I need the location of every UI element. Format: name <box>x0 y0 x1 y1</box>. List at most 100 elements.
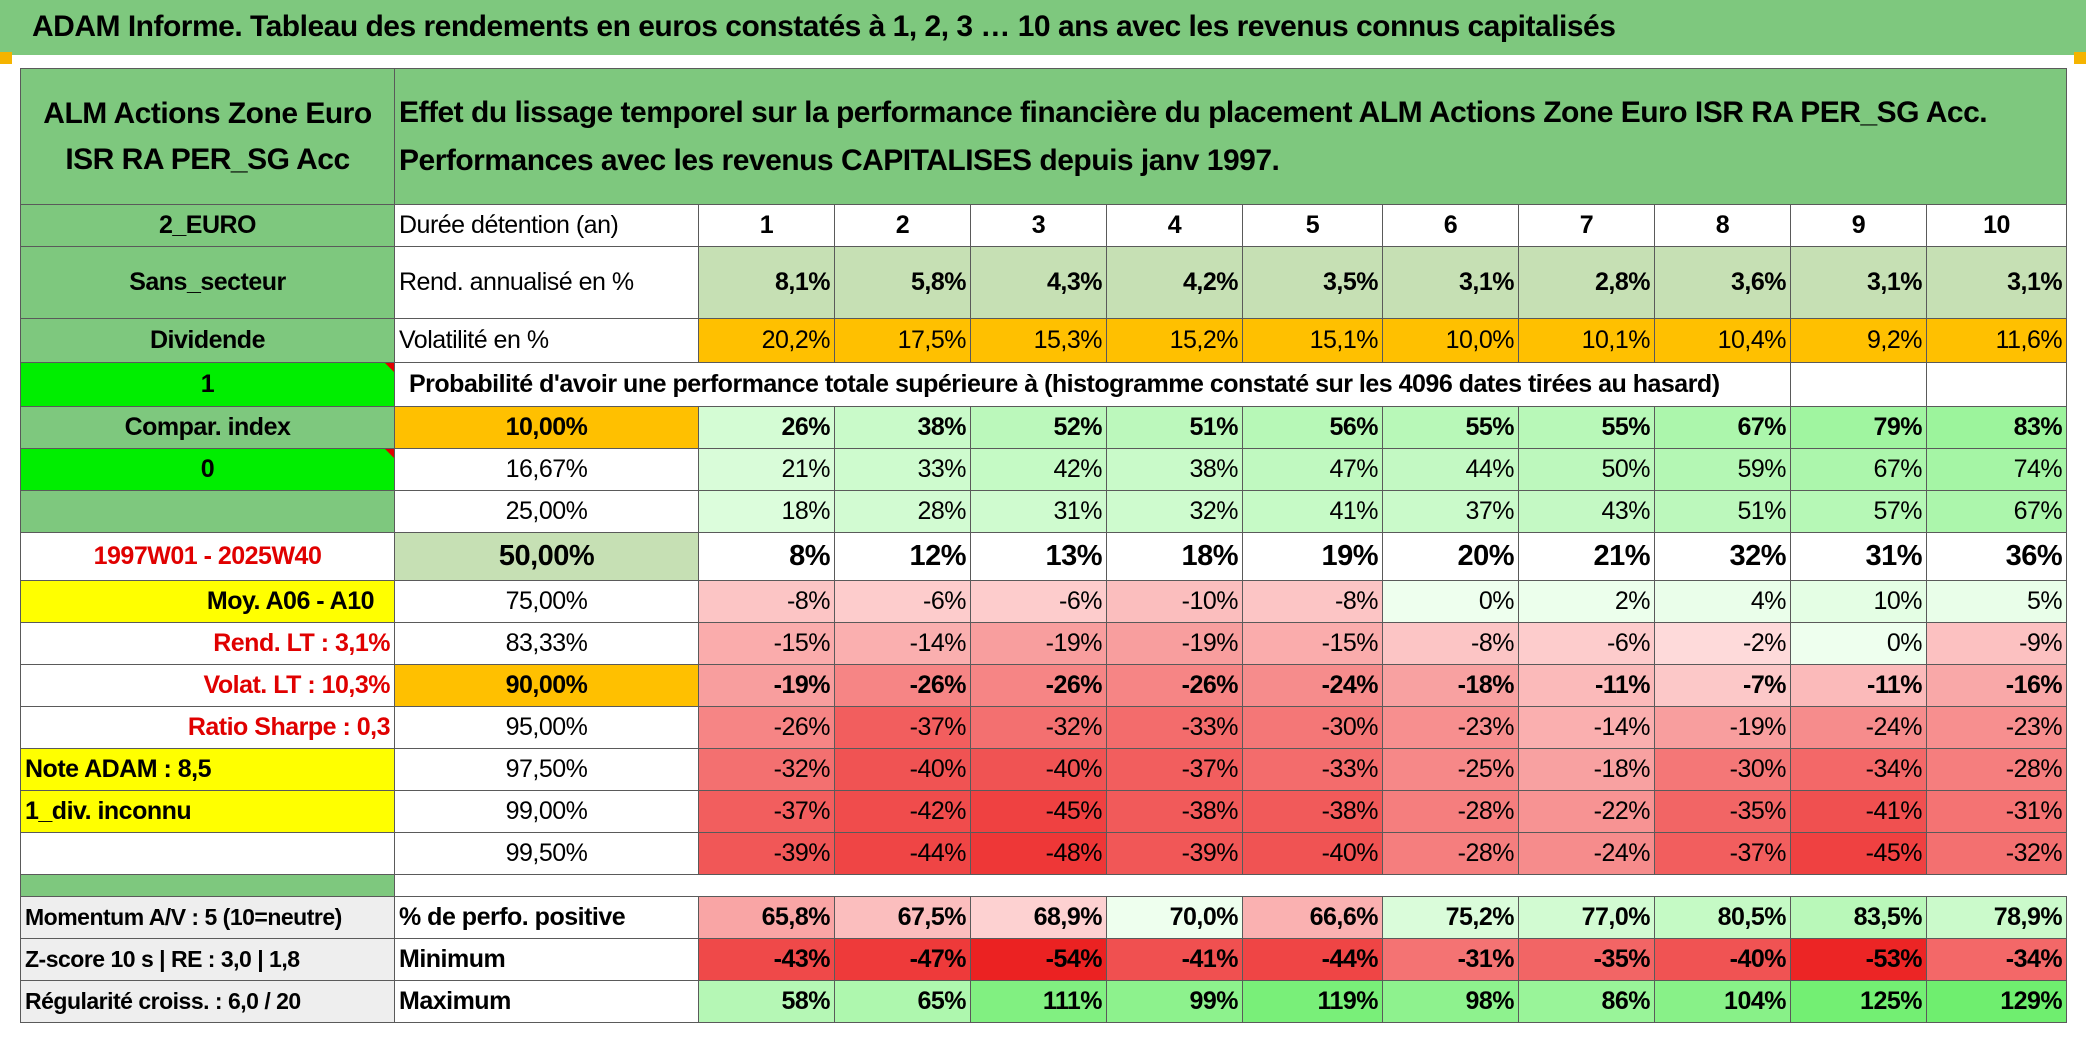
rend-cell: 4,2% <box>1106 246 1243 319</box>
prob-cell: -19% <box>1654 706 1791 749</box>
prob-cell: -35% <box>1654 790 1791 833</box>
prob-row: Volat. LT : 10,3% 90,00% -19% -26% -26% -26% -… <box>20 664 2068 707</box>
prob-cell: 55% <box>1382 406 1519 449</box>
momentum-label: Momentum A/V : 5 (10=neutre) <box>20 896 395 939</box>
pos-cell: 65,8% <box>698 896 835 939</box>
prob-cell: -26% <box>834 664 971 707</box>
threshold-label: 83,33% <box>394 622 699 665</box>
min-cell: -34% <box>1925 938 2068 981</box>
prob-cell: 50% <box>1518 448 1655 491</box>
threshold-label: 16,67% <box>394 448 699 491</box>
rend-lt-label: Rend. LT : 3,1% <box>20 622 395 665</box>
prob-cell: 43% <box>1518 490 1655 533</box>
max-cell: 99% <box>1106 980 1243 1023</box>
pos-label: % de perfo. positive <box>394 896 699 939</box>
max-cell: 98% <box>1382 980 1519 1023</box>
rend-cell: 3,6% <box>1654 246 1791 319</box>
prob-cell: 31% <box>970 490 1107 533</box>
threshold-label: 50,00% <box>394 532 699 581</box>
prob-cell: 79% <box>1790 406 1927 449</box>
prob-cell: -6% <box>834 580 971 623</box>
pos-cell: 75,2% <box>1382 896 1519 939</box>
prob-cell: 51% <box>1106 406 1243 449</box>
prob-cell: -22% <box>1518 790 1655 833</box>
prob-cell: 32% <box>1106 490 1243 533</box>
header-description: Effet du lissage temporel sur la perform… <box>393 68 2068 205</box>
prob-cell: -23% <box>1382 706 1519 749</box>
rend-cell: 5,8% <box>834 246 971 319</box>
rend-cell: 8,1% <box>698 246 835 319</box>
vol-cell: 9,2% <box>1790 318 1927 363</box>
prob-cell: 38% <box>834 406 971 449</box>
prob-cell: -24% <box>1518 832 1655 875</box>
prob-cell: -40% <box>970 748 1107 791</box>
prob-cell: -23% <box>1925 706 2068 749</box>
min-cell: -44% <box>1242 938 1383 981</box>
duration-cell: 8 <box>1654 204 1791 247</box>
prob-cell: -28% <box>1382 832 1519 875</box>
threshold-label: 25,00% <box>394 490 699 533</box>
vol-cell: 17,5% <box>834 318 971 363</box>
empty-cell <box>1790 362 1927 407</box>
duration-cell: 5 <box>1242 204 1383 247</box>
min-cell: -43% <box>698 938 835 981</box>
prob-description: Probabilité d'avoir une performance tota… <box>394 362 1791 407</box>
prob-cell: -37% <box>698 790 835 833</box>
rend-row: Sans_secteur Rend. annualisé en % 8,1% 5… <box>20 246 2068 319</box>
prob-cell: 8% <box>698 532 835 581</box>
duration-cell: 4 <box>1106 204 1243 247</box>
vol-row: Dividende Volatilité en % 20,2% 17,5% 15… <box>20 318 2068 363</box>
prob-cell: 0% <box>1382 580 1519 623</box>
fund-name: ALM Actions Zone Euro ISR RA PER_SG Acc <box>20 68 395 205</box>
prob-cell: 21% <box>698 448 835 491</box>
pos-cell: 66,6% <box>1242 896 1383 939</box>
rend-cell: 2,8% <box>1518 246 1655 319</box>
max-cell: 104% <box>1654 980 1791 1023</box>
max-row: Régularité croiss. : 6,0 / 20 Maximum 58% 6… <box>20 980 2068 1023</box>
prob-cell: -6% <box>970 580 1107 623</box>
prob-row: Moy. A06 - A10 75,00% -8% -6% -6% -10% -8% 0% 2%… <box>20 580 2068 623</box>
prob-row: Ratio Sharpe : 0,3 95,00% -26% -37% -32% -33%… <box>20 706 2068 749</box>
rend-cell: 3,5% <box>1242 246 1383 319</box>
prob-row: 0 16,67% 21% 33% 42% 38% 47% 44% 50% 59% 67% 74% <box>20 448 2068 491</box>
duration-row: 2_EURO Durée détention (an) 1 2 3 4 5 6 … <box>20 204 2068 247</box>
prob-cell: -19% <box>698 664 835 707</box>
div-label: 1_div. inconnu <box>20 790 395 833</box>
prob-cell: 19% <box>1242 532 1383 581</box>
threshold-label: 90,00% <box>394 664 699 707</box>
prob-cell: -26% <box>970 664 1107 707</box>
prob-row: 1997W01 - 2025W40 50,00% 8% 12% 13% 18% 19% 20%… <box>20 532 2068 581</box>
prob-cell: 31% <box>1790 532 1927 581</box>
prob-cell: -26% <box>698 706 835 749</box>
max-cell: 129% <box>1925 980 2068 1023</box>
prob-cell: 55% <box>1518 406 1655 449</box>
pos-cell: 77,0% <box>1518 896 1655 939</box>
prob-row: 99,50% -39% -44% -48% -39% -40% -28% -24% -37% -4… <box>20 832 2068 875</box>
prob-cell: -15% <box>1242 622 1383 665</box>
rend-cell: 3,1% <box>1925 246 2068 319</box>
prob-cell: -41% <box>1790 790 1927 833</box>
prob-header-row: 1 Probabilité d'avoir une performance to… <box>20 362 2068 407</box>
prob-cell: -11% <box>1518 664 1655 707</box>
prob-cell: -8% <box>1242 580 1383 623</box>
prob-cell: 52% <box>970 406 1107 449</box>
prob-row: 25,00% 18% 28% 31% 32% 41% 37% 43% 51% 57% 67% <box>20 490 2068 533</box>
empty-cell <box>1925 362 2068 407</box>
prob-cell: 4% <box>1654 580 1791 623</box>
min-cell: -54% <box>970 938 1107 981</box>
prob-cell: -6% <box>1518 622 1655 665</box>
vol-cell: 15,2% <box>1106 318 1243 363</box>
max-cell: 119% <box>1242 980 1383 1023</box>
prob-cell: 5% <box>1925 580 2068 623</box>
pos-cell: 68,9% <box>970 896 1107 939</box>
prob-cell: -32% <box>1925 832 2068 875</box>
prob-cell: 36% <box>1925 532 2068 581</box>
prob-cell: -15% <box>698 622 835 665</box>
prob-cell: -16% <box>1925 664 2068 707</box>
note-label: Note ADAM : 8,5 <box>20 748 395 791</box>
prob-cell: -8% <box>698 580 835 623</box>
corner-marker-left <box>0 52 12 64</box>
prob-cell: -10% <box>1106 580 1243 623</box>
prob-cell: -28% <box>1382 790 1519 833</box>
rend-cell: 3,1% <box>1382 246 1519 319</box>
